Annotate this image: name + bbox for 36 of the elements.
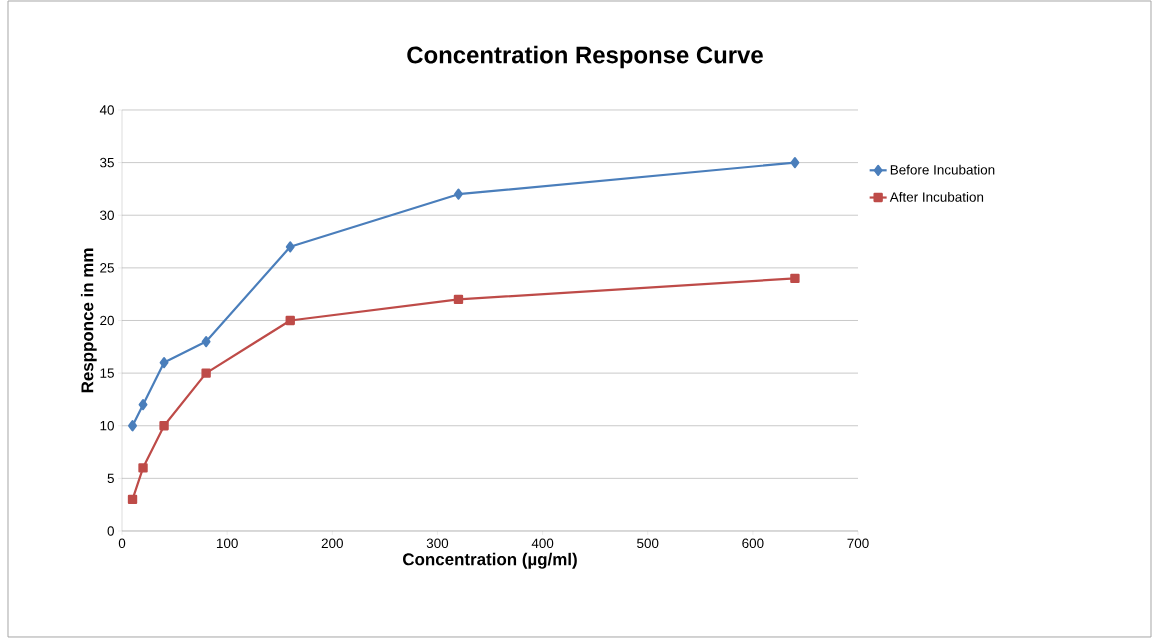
y-tick-label: 25 [100, 263, 114, 273]
x-tick-label: 500 [637, 538, 659, 549]
point [790, 157, 800, 169]
x-tick-label: 0 [118, 538, 126, 549]
point [201, 335, 211, 348]
y-tick-label: 5 [107, 473, 114, 484]
point [138, 463, 148, 473]
point [790, 273, 800, 284]
x-axis-title: Concentration (µg/ml) [403, 552, 577, 569]
point [201, 368, 211, 378]
point [285, 241, 295, 253]
y-tick-label: 30 [100, 210, 114, 220]
y-tick-label: 15 [100, 368, 114, 378]
y-tick-label: 0 [107, 526, 114, 536]
point [285, 315, 295, 326]
x-tick-label: 100 [216, 538, 238, 549]
x-tick-label: 300 [426, 538, 449, 549]
legend-label: Before Incubation [890, 164, 995, 175]
x-tick-label: 200 [321, 538, 343, 549]
point [453, 294, 464, 305]
point [127, 494, 138, 505]
y-tick-label: 20 [100, 315, 114, 326]
y-tick-label: 10 [100, 420, 114, 431]
y-tick-label: 35 [100, 157, 114, 168]
point [138, 399, 148, 411]
legend-label: After Incubation [889, 191, 984, 202]
x-tick-label: 700 [847, 538, 869, 549]
x-tick-label: 600 [742, 538, 764, 549]
point [159, 421, 169, 431]
y-axis-title: Respponce in mm [80, 248, 97, 393]
chart-title: Concentration Response Curve [407, 45, 763, 69]
y-tick-label: 40 [99, 105, 114, 115]
point [159, 357, 169, 369]
point [454, 188, 463, 200]
point [128, 420, 137, 432]
x-tick-label: 400 [531, 538, 554, 549]
